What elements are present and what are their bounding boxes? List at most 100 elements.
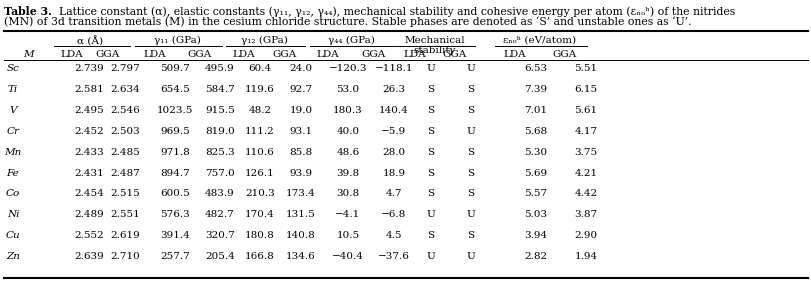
- Text: 28.0: 28.0: [382, 147, 405, 157]
- Text: U: U: [426, 252, 435, 261]
- Text: 26.3: 26.3: [382, 85, 405, 94]
- Text: 2.634: 2.634: [110, 85, 139, 94]
- Text: 60.4: 60.4: [248, 64, 271, 73]
- Text: 92.7: 92.7: [289, 85, 312, 94]
- Text: −5.9: −5.9: [381, 127, 406, 136]
- Text: 166.8: 166.8: [245, 252, 275, 261]
- Text: Co: Co: [6, 190, 20, 198]
- Text: 2.515: 2.515: [110, 190, 139, 198]
- Text: 2.581: 2.581: [74, 85, 104, 94]
- Text: 173.4: 173.4: [285, 190, 315, 198]
- Text: LDA: LDA: [403, 50, 426, 59]
- Text: 2.487: 2.487: [110, 168, 139, 177]
- Text: 894.7: 894.7: [160, 168, 190, 177]
- Text: 131.5: 131.5: [285, 210, 315, 219]
- Text: S: S: [467, 168, 474, 177]
- Text: 10.5: 10.5: [336, 231, 359, 240]
- Text: 969.5: 969.5: [160, 127, 190, 136]
- Text: 2.639: 2.639: [74, 252, 104, 261]
- Text: 2.485: 2.485: [110, 147, 139, 157]
- Text: 1023.5: 1023.5: [157, 106, 193, 115]
- Text: 180.8: 180.8: [245, 231, 275, 240]
- Text: 93.1: 93.1: [289, 127, 312, 136]
- Text: 1.94: 1.94: [573, 252, 597, 261]
- Text: 3.94: 3.94: [524, 231, 547, 240]
- Text: S: S: [467, 85, 474, 94]
- Text: 2.546: 2.546: [110, 106, 139, 115]
- Text: 126.1: 126.1: [245, 168, 275, 177]
- Text: U: U: [426, 210, 435, 219]
- Text: 53.0: 53.0: [336, 85, 359, 94]
- Text: 5.57: 5.57: [524, 190, 547, 198]
- Text: γ₁₂ (GPa): γ₁₂ (GPa): [241, 36, 288, 45]
- Text: 6.53: 6.53: [524, 64, 547, 73]
- Text: S: S: [467, 231, 474, 240]
- Text: GGA: GGA: [187, 50, 212, 59]
- Text: 495.9: 495.9: [205, 64, 234, 73]
- Text: 2.489: 2.489: [74, 210, 104, 219]
- Text: 819.0: 819.0: [205, 127, 234, 136]
- Text: γ₁₁ (GPa): γ₁₁ (GPa): [154, 36, 200, 45]
- Text: −40.4: −40.4: [332, 252, 363, 261]
- Text: Mechanical
stability: Mechanical stability: [404, 36, 465, 55]
- Text: 2.710: 2.710: [110, 252, 139, 261]
- Text: (MN) of 3d transition metals (M) in the cesium chloride structure. Stable phases: (MN) of 3d transition metals (M) in the …: [4, 16, 691, 27]
- Text: α (Å): α (Å): [77, 36, 103, 46]
- Text: 757.0: 757.0: [205, 168, 234, 177]
- Text: 5.61: 5.61: [573, 106, 597, 115]
- Text: 93.9: 93.9: [289, 168, 312, 177]
- Text: S: S: [427, 168, 434, 177]
- Text: 111.2: 111.2: [245, 127, 275, 136]
- Text: 110.6: 110.6: [245, 147, 275, 157]
- Text: 18.9: 18.9: [382, 168, 405, 177]
- Text: 257.7: 257.7: [160, 252, 190, 261]
- Text: Sc: Sc: [6, 64, 19, 73]
- Text: 2.739: 2.739: [74, 64, 104, 73]
- Text: S: S: [467, 147, 474, 157]
- Text: 4.42: 4.42: [573, 190, 597, 198]
- Text: GGA: GGA: [362, 50, 386, 59]
- Text: V: V: [9, 106, 17, 115]
- Text: 2.431: 2.431: [74, 168, 104, 177]
- Text: −4.1: −4.1: [335, 210, 360, 219]
- Text: Cu: Cu: [6, 231, 20, 240]
- Text: 210.3: 210.3: [245, 190, 275, 198]
- Text: 134.6: 134.6: [285, 252, 315, 261]
- Text: LDA: LDA: [316, 50, 339, 59]
- Text: 5.68: 5.68: [524, 127, 547, 136]
- Text: S: S: [427, 85, 434, 94]
- Text: Ni: Ni: [6, 210, 19, 219]
- Text: 140.8: 140.8: [285, 231, 315, 240]
- Text: GGA: GGA: [96, 50, 120, 59]
- Text: 30.8: 30.8: [336, 190, 359, 198]
- Text: 509.7: 509.7: [160, 64, 190, 73]
- Text: 19.0: 19.0: [289, 106, 312, 115]
- Text: 48.2: 48.2: [248, 106, 271, 115]
- Text: 2.503: 2.503: [110, 127, 139, 136]
- Text: 39.8: 39.8: [336, 168, 359, 177]
- Text: Mn: Mn: [4, 147, 22, 157]
- Text: 4.17: 4.17: [573, 127, 597, 136]
- Text: 483.9: 483.9: [205, 190, 234, 198]
- Text: 7.39: 7.39: [524, 85, 547, 94]
- Text: LDA: LDA: [233, 50, 255, 59]
- Text: −37.6: −37.6: [378, 252, 410, 261]
- Text: 2.452: 2.452: [74, 127, 104, 136]
- Text: 2.619: 2.619: [110, 231, 139, 240]
- Text: S: S: [427, 190, 434, 198]
- Text: 5.30: 5.30: [524, 147, 547, 157]
- Text: −118.1: −118.1: [375, 64, 413, 73]
- Text: 6.15: 6.15: [573, 85, 597, 94]
- Text: 2.454: 2.454: [74, 190, 104, 198]
- Text: U: U: [466, 210, 474, 219]
- Text: S: S: [427, 231, 434, 240]
- Text: Zn: Zn: [6, 252, 20, 261]
- Text: 24.0: 24.0: [289, 64, 312, 73]
- Text: S: S: [427, 147, 434, 157]
- Text: S: S: [467, 106, 474, 115]
- Text: 2.552: 2.552: [74, 231, 104, 240]
- Text: 600.5: 600.5: [160, 190, 190, 198]
- Text: LDA: LDA: [61, 50, 84, 59]
- Text: S: S: [467, 190, 474, 198]
- Text: LDA: LDA: [503, 50, 526, 59]
